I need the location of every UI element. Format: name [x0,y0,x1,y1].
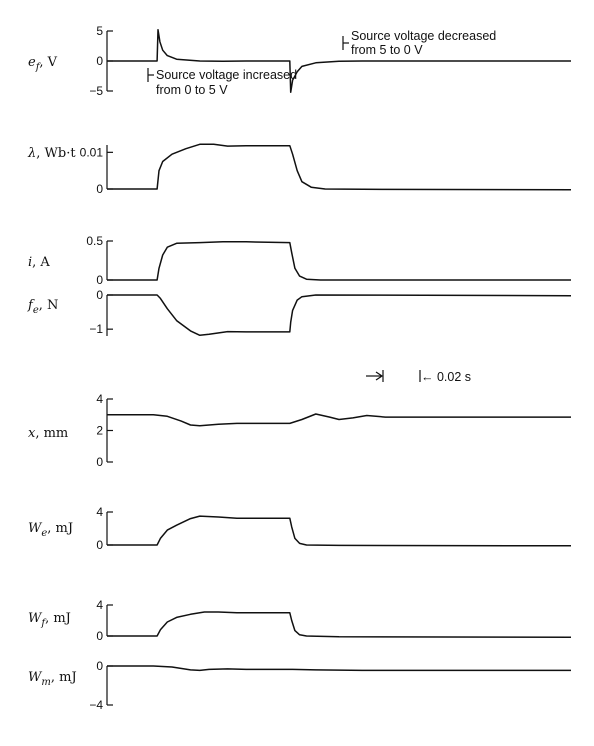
y-tick-label-fe-1: −1 [89,322,103,336]
series-line-x [107,414,571,426]
time-marker-label: ← 0.02 s [421,370,471,384]
series-line-Wm [107,666,571,670]
series-line-Wf [107,612,571,637]
y-axis-label-ef: ef, V [28,55,58,73]
y-tick-label-ef-0: 5 [96,24,103,38]
y-axis-label-Wf: Wf, mJ [28,611,71,629]
y-tick-label-ef-2: −5 [89,84,103,98]
y-tick-label-We-0: 4 [96,505,103,519]
y-tick-label-We-1: 0 [96,538,103,552]
y-tick-label-Wm-1: −4 [89,698,103,712]
y-tick-label-i-0: 0.5 [86,234,103,248]
y-tick-label-x-0: 4 [96,392,103,406]
y-axis-label-i: i, A [28,255,50,270]
y-tick-label-Wf-1: 0 [96,629,103,643]
y-tick-label-x-2: 0 [96,455,103,469]
y-tick-label-Wf-0: 4 [96,598,103,612]
y-tick-label-Wm-0: 0 [96,659,103,673]
y-tick-label-fe-0: 0 [96,288,103,302]
y-tick-label-ef-1: 0 [96,54,103,68]
y-tick-label-lambda-0: 0.01 [80,145,104,159]
series-line-fe [107,295,571,335]
y-tick-label-i-1: 0 [96,273,103,287]
annotation-decrease-line-1: Source voltage decreased [351,29,496,43]
y-axis-label-x: x, mm [28,426,68,441]
series-line-i [107,242,571,280]
annotation-increase-line-1: Source voltage increased [156,68,297,82]
y-axis-label-We: We, mJ [28,521,73,539]
annotation-increase-line-2: from 0 to 5 V [156,83,228,97]
annotation-decrease-line-2: from 5 to 0 V [351,43,423,57]
y-axis-label-Wm: Wm, mJ [28,670,77,688]
series-line-lambda [107,144,571,189]
y-tick-label-lambda-1: 0 [96,182,103,196]
y-axis-label-lambda: λ, Wb·t [27,146,76,161]
y-tick-label-x-1: 2 [96,424,103,438]
series-line-We [107,516,571,546]
y-axis-label-fe: fe, N [27,298,58,316]
